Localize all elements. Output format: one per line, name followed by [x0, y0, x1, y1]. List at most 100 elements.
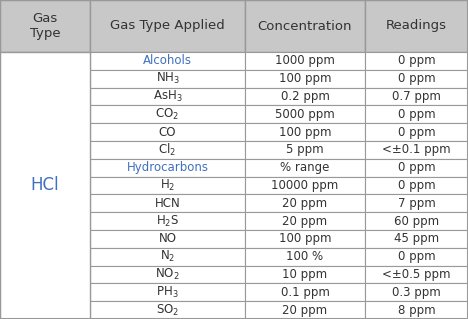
Bar	[0, 52, 90, 319]
Text: 20 ppm: 20 ppm	[282, 197, 328, 210]
Text: 20 ppm: 20 ppm	[282, 304, 328, 316]
Bar	[245, 194, 365, 212]
Text: 10000 ppm: 10000 ppm	[271, 179, 339, 192]
Bar	[245, 283, 365, 301]
Bar	[90, 212, 245, 230]
Bar	[0, 0, 90, 52]
Text: 5 ppm: 5 ppm	[286, 144, 324, 156]
Text: 100 ppm: 100 ppm	[279, 72, 331, 85]
Text: 5000 ppm: 5000 ppm	[275, 108, 335, 121]
Text: 10 ppm: 10 ppm	[282, 268, 328, 281]
Text: Cl$_2$: Cl$_2$	[159, 142, 176, 158]
Text: SO$_2$: SO$_2$	[156, 302, 179, 318]
Bar	[365, 248, 468, 266]
Text: 0 ppm: 0 ppm	[398, 126, 435, 138]
Text: 0 ppm: 0 ppm	[398, 55, 435, 67]
Bar	[245, 266, 365, 283]
Bar	[90, 194, 245, 212]
Text: <±0.5 ppm: <±0.5 ppm	[382, 268, 451, 281]
Text: 0 ppm: 0 ppm	[398, 72, 435, 85]
Text: 0.7 ppm: 0.7 ppm	[392, 90, 441, 103]
Bar	[90, 141, 245, 159]
Bar	[245, 105, 365, 123]
Bar	[90, 266, 245, 283]
Text: 1000 ppm: 1000 ppm	[275, 55, 335, 67]
Bar	[365, 123, 468, 141]
Text: H$_2$: H$_2$	[160, 178, 175, 193]
Text: N$_2$: N$_2$	[160, 249, 175, 264]
Bar	[365, 230, 468, 248]
Bar	[90, 301, 245, 319]
Text: 0 ppm: 0 ppm	[398, 108, 435, 121]
Bar	[365, 141, 468, 159]
Bar	[365, 52, 468, 70]
Bar	[90, 88, 245, 105]
Bar	[245, 212, 365, 230]
Text: HCl: HCl	[31, 176, 59, 195]
Bar	[90, 177, 245, 194]
Bar	[365, 301, 468, 319]
Bar	[90, 230, 245, 248]
Text: 0 ppm: 0 ppm	[398, 161, 435, 174]
Bar	[365, 70, 468, 88]
Text: 0.3 ppm: 0.3 ppm	[392, 286, 441, 299]
Text: CO$_2$: CO$_2$	[155, 107, 180, 122]
Bar	[365, 212, 468, 230]
Bar	[245, 301, 365, 319]
Text: Concentration: Concentration	[258, 19, 352, 33]
Bar	[245, 177, 365, 194]
Bar	[365, 105, 468, 123]
Bar	[90, 70, 245, 88]
Text: NH$_3$: NH$_3$	[155, 71, 179, 86]
Text: 8 ppm: 8 ppm	[398, 304, 435, 316]
Bar	[245, 248, 365, 266]
Text: 7 ppm: 7 ppm	[398, 197, 435, 210]
Bar	[90, 52, 245, 70]
Text: NO$_2$: NO$_2$	[155, 267, 180, 282]
Text: 60 ppm: 60 ppm	[394, 215, 439, 227]
Bar	[245, 70, 365, 88]
Text: 20 ppm: 20 ppm	[282, 215, 328, 227]
Text: 0 ppm: 0 ppm	[398, 250, 435, 263]
Text: H$_2$S: H$_2$S	[156, 213, 179, 229]
Bar	[245, 88, 365, 105]
Text: <±0.1 ppm: <±0.1 ppm	[382, 144, 451, 156]
Text: CO: CO	[159, 126, 176, 138]
Bar	[365, 159, 468, 177]
Bar	[365, 177, 468, 194]
Bar	[245, 123, 365, 141]
Bar	[365, 266, 468, 283]
Bar	[90, 105, 245, 123]
Text: 0.2 ppm: 0.2 ppm	[280, 90, 329, 103]
Text: HCN: HCN	[154, 197, 180, 210]
Bar	[90, 123, 245, 141]
Text: Gas Type Applied: Gas Type Applied	[110, 19, 225, 33]
Text: 100 ppm: 100 ppm	[279, 126, 331, 138]
Text: 100 %: 100 %	[286, 250, 323, 263]
Text: NO: NO	[159, 233, 176, 245]
Text: AsH$_3$: AsH$_3$	[153, 89, 183, 104]
Text: PH$_3$: PH$_3$	[156, 285, 179, 300]
Text: Readings: Readings	[386, 19, 447, 33]
Bar	[365, 283, 468, 301]
Bar	[90, 248, 245, 266]
Bar	[365, 88, 468, 105]
Bar	[245, 0, 365, 52]
Bar	[245, 159, 365, 177]
Bar	[365, 194, 468, 212]
Text: 0.1 ppm: 0.1 ppm	[280, 286, 329, 299]
Text: 45 ppm: 45 ppm	[394, 233, 439, 245]
Text: Gas
Type: Gas Type	[29, 11, 60, 41]
Bar	[245, 52, 365, 70]
Text: % range: % range	[280, 161, 329, 174]
Bar	[245, 230, 365, 248]
Bar	[90, 159, 245, 177]
Bar	[90, 283, 245, 301]
Bar	[245, 141, 365, 159]
Text: 0 ppm: 0 ppm	[398, 179, 435, 192]
Text: 100 ppm: 100 ppm	[279, 233, 331, 245]
Text: Hydrocarbons: Hydrocarbons	[126, 161, 209, 174]
Bar	[365, 0, 468, 52]
Text: Alcohols: Alcohols	[143, 55, 192, 67]
Bar	[90, 0, 245, 52]
